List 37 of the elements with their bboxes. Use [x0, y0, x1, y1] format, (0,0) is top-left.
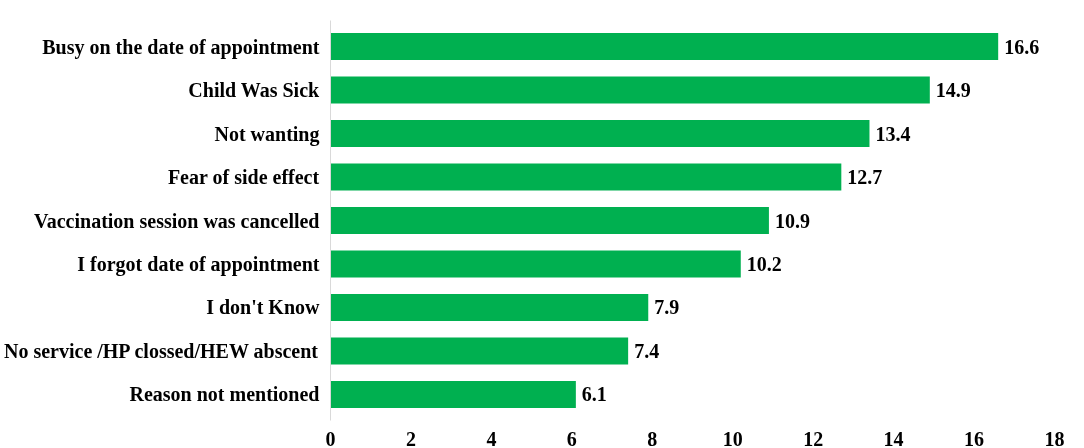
data-label: 7.9: [654, 296, 680, 319]
data-label: 12.7: [847, 166, 883, 189]
bar: [330, 76, 930, 104]
bar: [330, 250, 741, 278]
x-tick-label: 6: [566, 427, 577, 448]
data-label: 10.9: [774, 209, 810, 232]
y-tick-label: Reason not mentioned: [129, 383, 320, 406]
bar: [330, 207, 769, 234]
data-label: 13.4: [875, 122, 911, 145]
data-label: 7.4: [634, 339, 660, 362]
y-tick-label: Vaccination session was cancelled: [34, 209, 320, 232]
x-tick-label: 8: [647, 427, 658, 448]
x-tick-label: 18: [1044, 427, 1065, 448]
data-label: 6.1: [581, 383, 607, 406]
x-tick-label: 16: [964, 427, 985, 448]
y-tick-label: I don't Know: [206, 296, 321, 319]
bar: [330, 380, 576, 408]
bar: [330, 163, 842, 191]
x-tick-label: 2: [405, 427, 416, 448]
bar: [330, 337, 629, 365]
data-label: 14.9: [935, 79, 971, 102]
x-tick-label: 10: [722, 427, 743, 448]
x-tick-label: 14: [883, 427, 904, 448]
bar: [330, 120, 870, 148]
y-tick-label: I forgot date of appointment: [77, 252, 320, 276]
y-tick-label: Busy on the date of appointment: [42, 35, 320, 59]
x-tick-label: 0: [325, 427, 336, 448]
y-tick-label: Child Was Sick: [188, 79, 321, 102]
x-tick-label: 12: [803, 427, 824, 448]
y-tick-label: Not wanting: [214, 122, 320, 146]
x-tick-label: 4: [486, 427, 497, 448]
y-tick-label: Fear of side effect: [167, 166, 320, 189]
data-label: 16.6: [1004, 35, 1040, 58]
data-label: 10.2: [746, 252, 782, 275]
bar: [330, 33, 999, 61]
bar: [330, 293, 649, 321]
y-tick-label: No service /HP clossed/HEW abscent: [3, 339, 319, 362]
